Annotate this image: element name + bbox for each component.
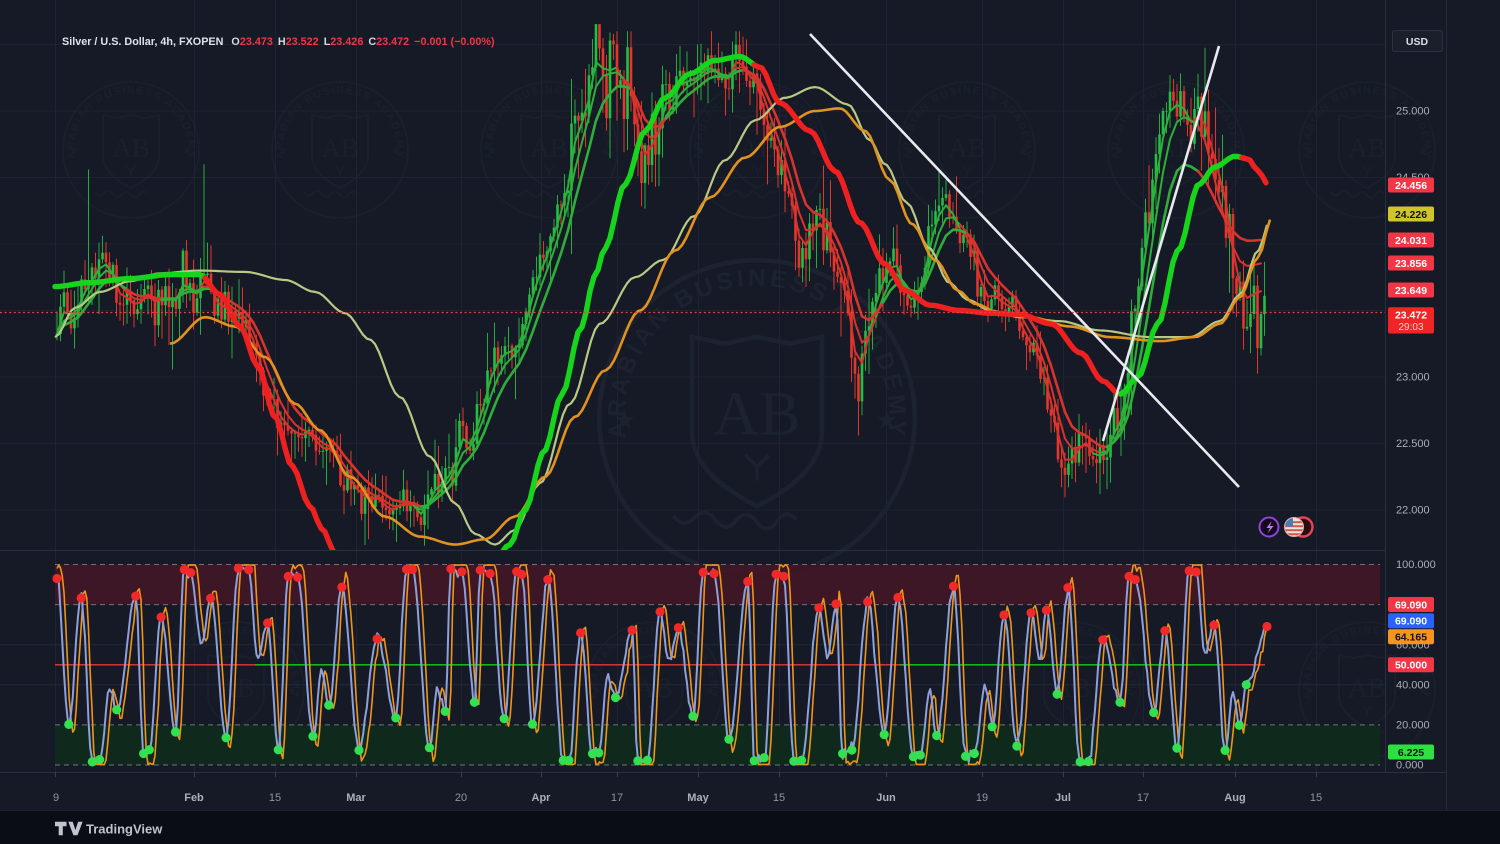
svg-text:15: 15 <box>773 792 785 804</box>
svg-text:17: 17 <box>611 792 623 804</box>
svg-text:17: 17 <box>1137 792 1149 804</box>
svg-text:23.856: 23.856 <box>1395 258 1427 270</box>
svg-text:40.000: 40.000 <box>1396 679 1430 691</box>
svg-text:69.090: 69.090 <box>1395 616 1427 628</box>
svg-text:May: May <box>687 792 709 804</box>
svg-text:6.225: 6.225 <box>1398 747 1424 759</box>
svg-text:23.472: 23.472 <box>1395 310 1427 322</box>
svg-text:19: 19 <box>976 792 988 804</box>
svg-text:24.226: 24.226 <box>1395 209 1427 221</box>
svg-text:22.500: 22.500 <box>1396 438 1430 450</box>
svg-text:100.000: 100.000 <box>1396 559 1436 571</box>
svg-text:20.000: 20.000 <box>1396 720 1430 732</box>
svg-text:Mar: Mar <box>346 792 366 804</box>
svg-text:50.000: 50.000 <box>1395 660 1427 672</box>
svg-text:Jun: Jun <box>876 792 896 804</box>
svg-text:Silver / U.S. Dollar, 4h, FXOP: Silver / U.S. Dollar, 4h, FXOPEN O23.473 H… <box>62 36 495 48</box>
svg-text:Apr: Apr <box>532 792 552 804</box>
svg-text:TradingView: TradingView <box>86 822 163 837</box>
svg-text:24.031: 24.031 <box>1395 235 1427 247</box>
svg-text:22.000: 22.000 <box>1396 505 1430 517</box>
svg-text:15: 15 <box>269 792 281 804</box>
svg-text:9: 9 <box>53 792 59 804</box>
svg-text:25.000: 25.000 <box>1396 106 1430 118</box>
svg-text:USD: USD <box>1406 36 1429 48</box>
svg-text:15: 15 <box>1310 792 1322 804</box>
svg-text:Aug: Aug <box>1224 792 1245 804</box>
svg-text:Jul: Jul <box>1055 792 1071 804</box>
svg-text:20: 20 <box>455 792 467 804</box>
svg-text:64.165: 64.165 <box>1395 632 1427 644</box>
svg-text:23.649: 23.649 <box>1395 285 1427 297</box>
svg-text:29:03: 29:03 <box>1398 322 1423 333</box>
svg-text:23.000: 23.000 <box>1396 372 1430 384</box>
svg-text:69.090: 69.090 <box>1395 599 1427 611</box>
svg-text:Feb: Feb <box>184 792 204 804</box>
svg-text:0.000: 0.000 <box>1396 760 1424 772</box>
svg-text:24.456: 24.456 <box>1395 180 1427 192</box>
